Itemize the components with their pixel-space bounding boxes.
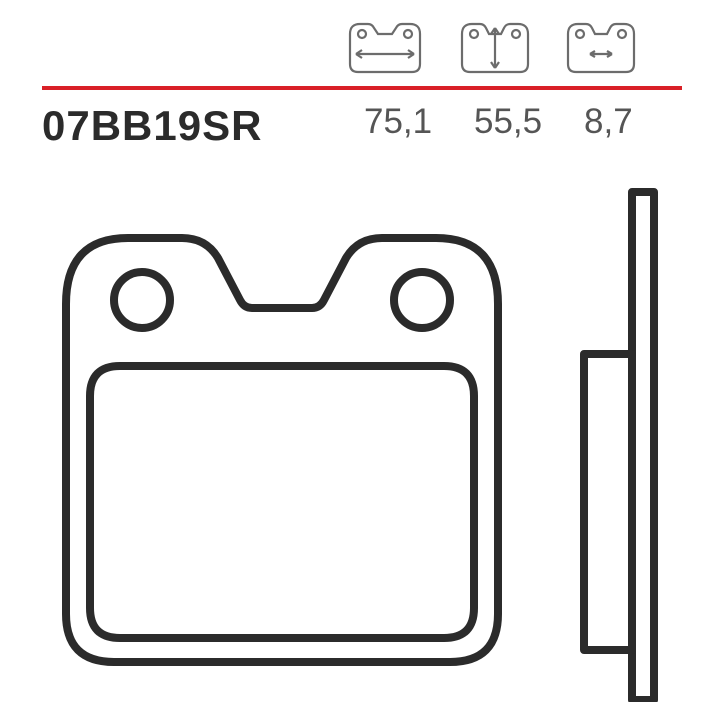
height-icon <box>456 14 534 78</box>
dimensions-row: 75,1 55,5 8,7 <box>364 102 664 142</box>
divider-line <box>42 86 682 90</box>
side-view <box>584 192 654 700</box>
technical-drawing <box>36 182 688 702</box>
thickness-icon <box>562 14 640 78</box>
dim-height: 55,5 <box>474 102 554 142</box>
header-row: 07BB19SR 75,1 55,5 8,7 <box>42 102 682 150</box>
width-icon <box>342 14 428 78</box>
dimension-icons-row <box>342 14 640 78</box>
dim-width: 75,1 <box>364 102 444 142</box>
dim-thickness: 8,7 <box>584 102 664 142</box>
front-view <box>66 238 498 662</box>
part-number: 07BB19SR <box>42 102 262 150</box>
